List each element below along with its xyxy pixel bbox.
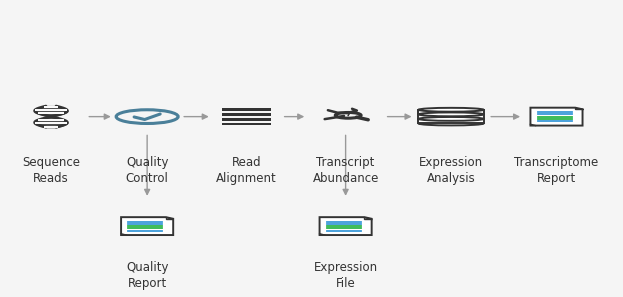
Polygon shape [575,108,583,109]
Ellipse shape [419,117,483,121]
Text: Sequence
Reads: Sequence Reads [22,156,80,184]
Polygon shape [530,108,583,126]
Polygon shape [121,217,173,235]
Text: ?: ? [346,111,351,120]
FancyBboxPatch shape [419,110,483,114]
Bar [222,113,271,116]
Text: Expression
Analysis: Expression Analysis [419,156,483,184]
Text: Transcript
Abundance: Transcript Abundance [312,156,379,184]
Text: Transcriptome
Report: Transcriptome Report [515,156,599,184]
Bar [222,118,271,121]
Bar [222,108,271,111]
Bar [222,123,271,125]
Ellipse shape [419,108,483,112]
Ellipse shape [419,121,483,125]
FancyBboxPatch shape [419,114,483,119]
Text: Quality
Report: Quality Report [126,261,168,290]
Text: Expression
File: Expression File [313,261,378,290]
Text: Read
Alignment: Read Alignment [216,156,277,184]
Polygon shape [166,217,173,219]
Text: Quality
Control: Quality Control [126,156,169,184]
Polygon shape [364,217,372,219]
Ellipse shape [419,113,483,116]
Polygon shape [320,217,372,235]
FancyBboxPatch shape [419,119,483,124]
